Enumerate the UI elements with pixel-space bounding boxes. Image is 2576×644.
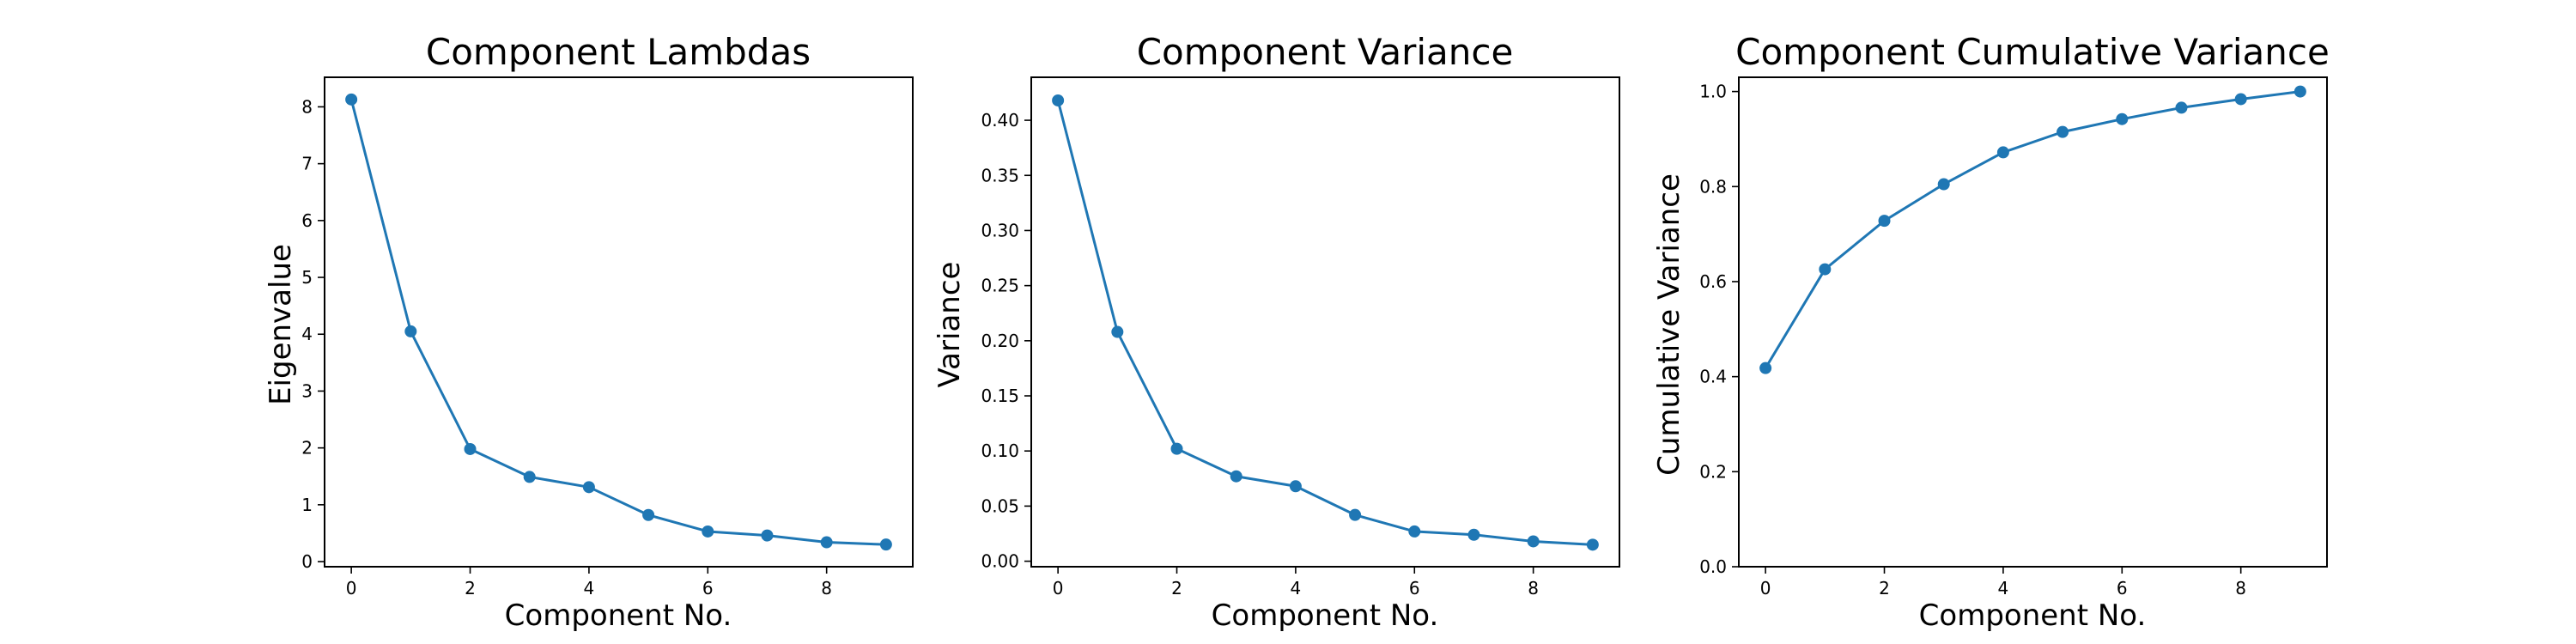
y-tick-label: 0.0 (1699, 556, 1727, 577)
x-tick-label: 6 (2117, 578, 2128, 598)
x-tick-label: 4 (584, 578, 595, 598)
y-tick-label: 2 (301, 438, 313, 459)
x-tick-label: 4 (1998, 578, 2009, 598)
y-tick-label: 1 (301, 495, 313, 515)
data-point (582, 481, 595, 494)
series-layer (1052, 94, 1599, 551)
data-point (523, 471, 536, 483)
y-tick-label: 6 (301, 210, 313, 231)
chart-title: Component Variance (1137, 31, 1514, 73)
y-tick-label: 0 (301, 551, 313, 572)
chart-title: Component Lambdas (426, 31, 811, 73)
data-point (2175, 101, 2188, 114)
chart-panel-cumulative-variance: Component Cumulative Variance Cumulative… (1652, 31, 2330, 633)
y-tick-label: 5 (301, 267, 313, 288)
y-tick-label: 1.0 (1699, 82, 1727, 102)
y-tick-label: 0.05 (981, 495, 1019, 516)
y-tick-label: 0.35 (981, 165, 1019, 185)
data-point (1996, 146, 2009, 159)
x-tick-label: 4 (1291, 578, 1302, 598)
y-tick-label: 0.2 (1699, 461, 1727, 482)
y-tick-label: 4 (301, 324, 313, 344)
x-tick-label: 0 (1760, 578, 1771, 598)
data-point (464, 442, 477, 455)
data-point (702, 525, 714, 538)
plot-area-frame (1030, 76, 1620, 568)
plot-area-frame (324, 76, 914, 568)
data-point (404, 325, 417, 337)
data-point (1111, 325, 1124, 338)
data-point (761, 529, 774, 542)
data-point (1408, 525, 1421, 538)
data-point (1819, 263, 1832, 276)
x-tick-label: 6 (1409, 578, 1420, 598)
y-tick-label: 0.25 (981, 276, 1019, 296)
data-point (1467, 528, 1480, 541)
y-tick-label: 0.40 (981, 110, 1019, 131)
x-tick-label: 0 (346, 578, 357, 598)
data-point (642, 508, 655, 521)
y-axis-label: Eigenvalue (264, 244, 298, 405)
y-tick-label: 0.6 (1699, 271, 1727, 292)
data-point (1586, 538, 1599, 551)
x-tick-label: 2 (465, 578, 476, 598)
chart-panel-lambdas: Component Lambdas Eigenvalue Component N… (264, 31, 914, 633)
x-axis-label: Component No. (505, 598, 732, 633)
y-tick-label: 7 (301, 154, 313, 174)
y-tick-label: 0.15 (981, 386, 1019, 406)
chart-title: Component Cumulative Variance (1735, 31, 2330, 73)
x-tick-label: 8 (1528, 578, 1539, 598)
tick-layer: 0 2 4 6 8 0.0 0.2 0.4 0.6 0.8 1.0 (1699, 82, 2246, 598)
y-axis-label: Variance (933, 262, 967, 388)
data-point (1937, 178, 1950, 191)
y-tick-label: 0.10 (981, 440, 1019, 461)
y-tick-label: 0.8 (1699, 176, 1727, 197)
y-tick-label: 3 (301, 380, 313, 401)
x-tick-label: 8 (2235, 578, 2246, 598)
y-tick-label: 8 (301, 96, 313, 117)
x-tick-label: 2 (1879, 578, 1890, 598)
data-point (820, 536, 833, 549)
data-point (1170, 442, 1183, 455)
tick-layer: 0 2 4 6 8 0 1 2 3 4 5 6 7 8 (301, 96, 832, 598)
data-point (1349, 508, 1362, 521)
x-tick-label: 6 (702, 578, 714, 598)
series-layer (1759, 85, 2306, 374)
series-layer (345, 93, 892, 551)
x-axis-label: Component No. (1919, 598, 2147, 633)
data-point (1878, 215, 1891, 228)
series-line (1056, 100, 1593, 546)
data-point (2293, 85, 2306, 98)
data-point (879, 538, 892, 551)
y-tick-label: 0.00 (981, 551, 1019, 572)
x-axis-label: Component No. (1212, 598, 1439, 633)
x-tick-label: 0 (1053, 578, 1064, 598)
data-point (1289, 480, 1302, 493)
data-point (1052, 94, 1065, 106)
data-point (1230, 470, 1242, 483)
y-tick-label: 0.20 (981, 331, 1019, 351)
chart-panel-variance: Component Variance Variance Component No… (933, 31, 1620, 633)
series-line (1764, 90, 2301, 369)
y-axis-label: Cumulative Variance (1652, 173, 1686, 476)
series-line (349, 99, 886, 546)
data-point (2234, 93, 2247, 106)
y-tick-label: 0.30 (981, 220, 1019, 240)
y-tick-label: 0.4 (1699, 367, 1727, 387)
data-point (1759, 361, 1772, 374)
x-tick-label: 8 (821, 578, 832, 598)
data-point (1527, 535, 1540, 548)
data-point (2116, 112, 2129, 125)
tick-layer: 0 2 4 6 8 0.00 0.05 0.10 0.15 0.20 0.25 0.30 0.35 0.4… (981, 110, 1539, 598)
plot-area-frame (1738, 76, 2328, 568)
x-tick-label: 2 (1171, 578, 1182, 598)
data-point (2057, 125, 2069, 138)
data-point (345, 93, 358, 106)
